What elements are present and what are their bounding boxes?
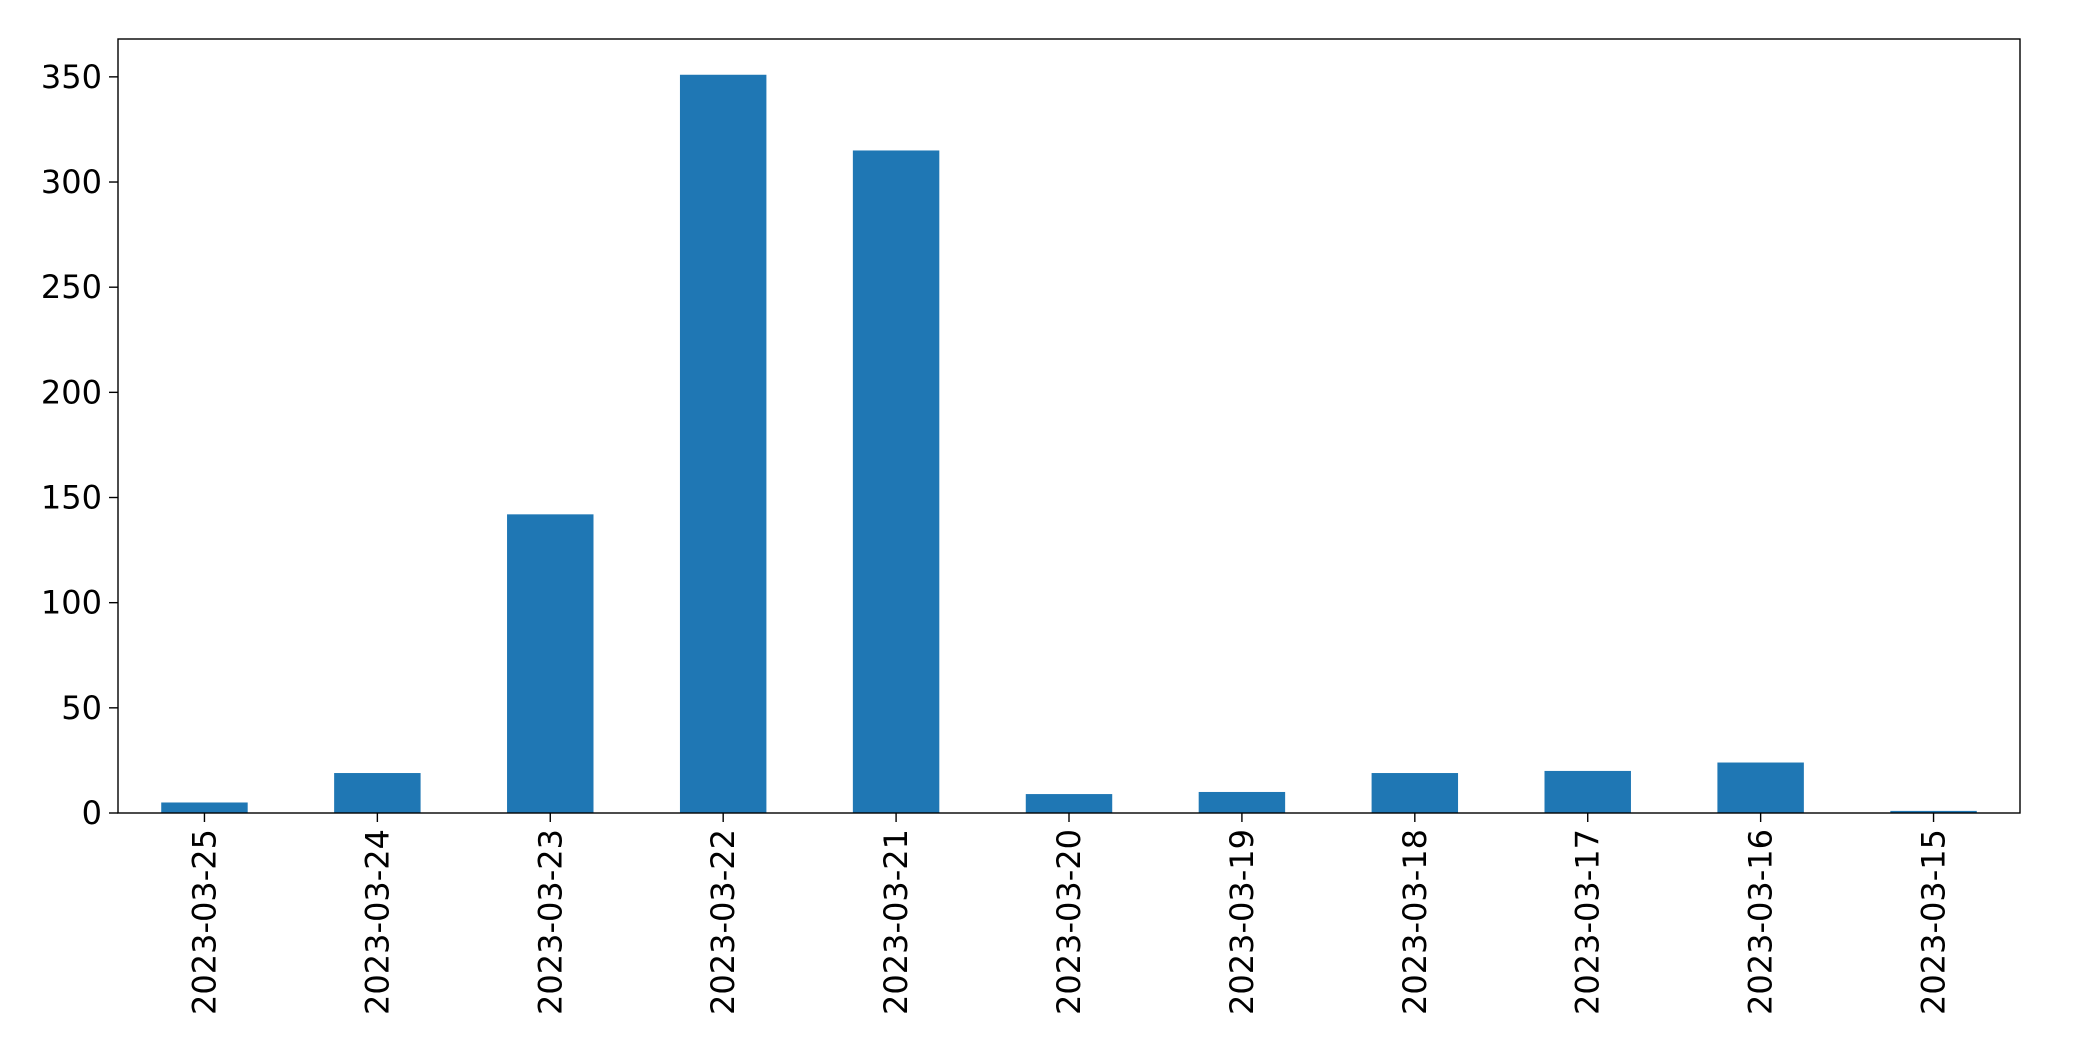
y-tick-label: 300 [41,163,102,201]
x-tick-label: 2023-03-17 [1569,829,1607,1015]
x-tick-label: 2023-03-23 [531,829,569,1015]
y-tick-label: 350 [41,58,102,96]
x-tick-label: 2023-03-20 [1050,829,1088,1015]
x-tick-label: 2023-03-18 [1396,829,1434,1015]
x-tick-label: 2023-03-15 [1915,829,1953,1015]
y-tick-label: 150 [41,479,102,517]
x-tick-label: 2023-03-16 [1742,829,1780,1015]
y-tick-label: 200 [41,373,102,411]
bar-2023-03-16 [1717,762,1804,813]
x-tick-label: 2023-03-22 [704,829,742,1015]
y-axis: 0 50 100 150 200 250 300 350 [41,58,118,832]
plot-frame [117,38,2021,814]
bar-2023-03-20 [1025,794,1113,813]
bar-2023-03-19 [1198,791,1286,813]
y-tick-label: 250 [41,268,102,306]
bar-2023-03-22 [679,74,767,813]
x-tick-label: 2023-03-19 [1223,829,1261,1015]
y-tick-label: 50 [61,689,102,727]
bar-2023-03-23 [507,514,594,813]
bar-2023-03-18 [1371,773,1459,813]
y-tick-label: 0 [82,794,102,832]
x-axis: 2023-03-25 2023-03-24 2023-03-23 2023-03-22… [185,813,1953,1015]
bar-2023-03-17 [1544,770,1631,813]
bar-2023-03-25 [161,802,248,813]
x-tick-label: 2023-03-25 [185,829,223,1015]
x-tick-label: 2023-03-24 [358,829,396,1015]
bar-2023-03-15 [1890,810,1977,813]
bars-group [161,74,1977,813]
bar-2023-03-24 [334,773,421,813]
bar-2023-03-21 [852,150,940,813]
y-tick-label: 100 [41,584,102,622]
x-tick-label: 2023-03-21 [877,829,915,1015]
